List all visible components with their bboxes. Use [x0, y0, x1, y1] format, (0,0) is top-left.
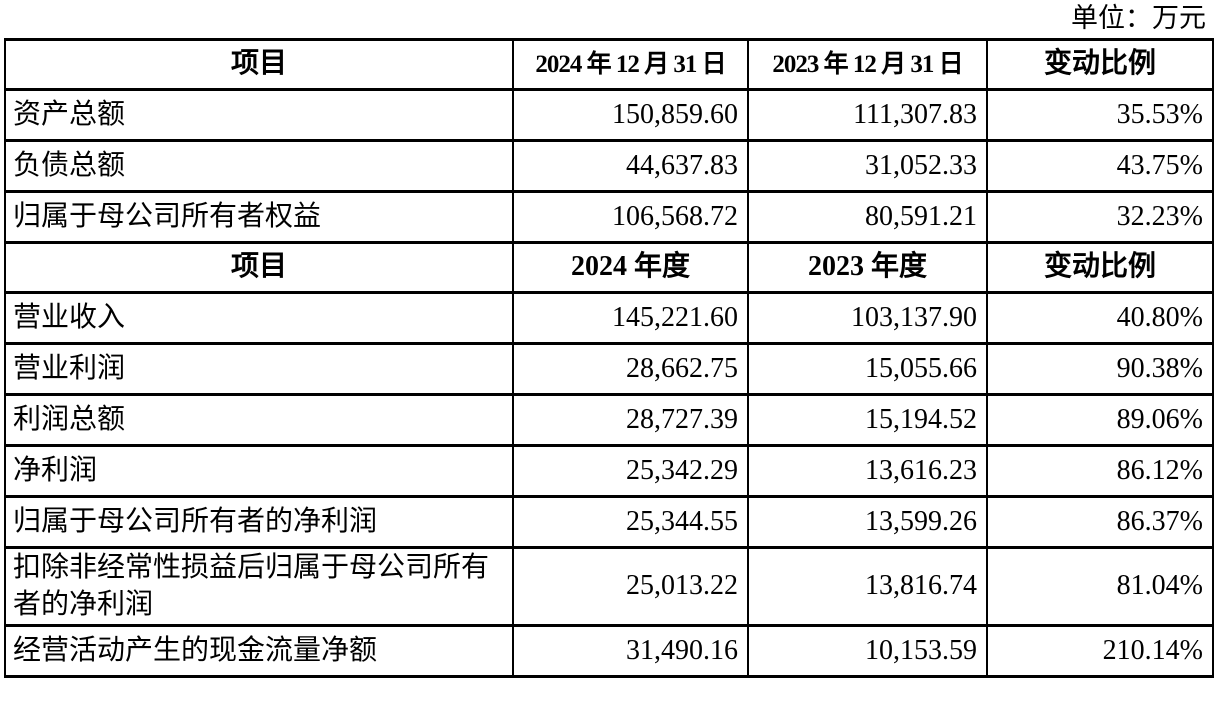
table-row-total-assets: 资产总额 150,859.60 111,307.83 35.53% — [4, 88, 1214, 142]
row-label: 资产总额 — [4, 88, 514, 142]
value-prior: 111,307.83 — [747, 88, 988, 142]
value-change: 89.06% — [986, 393, 1214, 447]
row-label: 负债总额 — [4, 139, 514, 193]
column-header-item: 项目 — [4, 38, 514, 91]
value-prior: 13,616.23 — [747, 444, 988, 498]
table-row-total-liabilities: 负债总额 44,637.83 31,052.33 43.75% — [4, 139, 1214, 193]
value-current: 25,344.55 — [512, 495, 749, 549]
value-prior: 80,591.21 — [747, 190, 988, 244]
row-label: 营业收入 — [4, 291, 514, 345]
value-change: 43.75% — [986, 139, 1214, 193]
value-current: 25,342.29 — [512, 444, 749, 498]
row-label: 扣除非经常性损益后归属于母公司所有者的净利润 — [4, 546, 514, 627]
row-label: 归属于母公司所有者权益 — [4, 190, 514, 244]
table-row-parent-equity: 归属于母公司所有者权益 106,568.72 80,591.21 32.23% — [4, 190, 1214, 244]
value-prior: 31,052.33 — [747, 139, 988, 193]
value-prior: 15,055.66 — [747, 342, 988, 396]
row-label: 营业利润 — [4, 342, 514, 396]
value-change: 86.37% — [986, 495, 1214, 549]
table-row-operating-revenue: 营业收入 145,221.60 103,137.90 40.80% — [4, 291, 1214, 345]
value-prior: 15,194.52 — [747, 393, 988, 447]
column-header-2024-12-31: 2024 年 12 月 31 日 — [512, 38, 749, 91]
value-prior: 13,599.26 — [747, 495, 988, 549]
table-row-operating-cash-flow: 经营活动产生的现金流量净额 31,490.16 10,153.59 210.14… — [4, 624, 1214, 678]
value-current: 106,568.72 — [512, 190, 749, 244]
column-header-item: 项目 — [4, 241, 514, 294]
table-row-net-profit-parent-deducted: 扣除非经常性损益后归属于母公司所有者的净利润 25,013.22 13,816.… — [4, 546, 1214, 627]
column-header-2023-12-31: 2023 年 12 月 31 日 — [747, 38, 988, 91]
row-label: 归属于母公司所有者的净利润 — [4, 495, 514, 549]
value-change: 90.38% — [986, 342, 1214, 396]
value-change: 40.80% — [986, 291, 1214, 345]
section1-header-row: 项目 2024 年 12 月 31 日 2023 年 12 月 31 日 变动比… — [4, 38, 1214, 91]
section2-header-row: 项目 2024 年度 2023 年度 变动比例 — [4, 241, 1214, 294]
table-row-total-profit: 利润总额 28,727.39 15,194.52 89.06% — [4, 393, 1214, 447]
row-label: 利润总额 — [4, 393, 514, 447]
value-change: 86.12% — [986, 444, 1214, 498]
value-prior: 13,816.74 — [747, 546, 988, 627]
value-current: 150,859.60 — [512, 88, 749, 142]
unit-label: 单位：万元 — [1071, 3, 1206, 33]
financial-summary-table: 项目 2024 年 12 月 31 日 2023 年 12 月 31 日 变动比… — [4, 38, 1214, 678]
column-header-fy2024: 2024 年度 — [512, 241, 749, 294]
value-change: 35.53% — [986, 88, 1214, 142]
table-row-net-profit-parent: 归属于母公司所有者的净利润 25,344.55 13,599.26 86.37% — [4, 495, 1214, 549]
row-label: 经营活动产生的现金流量净额 — [4, 624, 514, 678]
value-change: 81.04% — [986, 546, 1214, 627]
value-current: 28,662.75 — [512, 342, 749, 396]
value-prior: 10,153.59 — [747, 624, 988, 678]
value-current: 44,637.83 — [512, 139, 749, 193]
table-row-operating-profit: 营业利润 28,662.75 15,055.66 90.38% — [4, 342, 1214, 396]
column-header-fy2023: 2023 年度 — [747, 241, 988, 294]
table-row-net-profit: 净利润 25,342.29 13,616.23 86.12% — [4, 444, 1214, 498]
value-current: 145,221.60 — [512, 291, 749, 345]
row-label: 净利润 — [4, 444, 514, 498]
value-current: 31,490.16 — [512, 624, 749, 678]
column-header-change-ratio: 变动比例 — [986, 241, 1214, 294]
value-change: 210.14% — [986, 624, 1214, 678]
column-header-change-ratio: 变动比例 — [986, 38, 1214, 91]
value-prior: 103,137.90 — [747, 291, 988, 345]
value-current: 25,013.22 — [512, 546, 749, 627]
value-change: 32.23% — [986, 190, 1214, 244]
value-current: 28,727.39 — [512, 393, 749, 447]
